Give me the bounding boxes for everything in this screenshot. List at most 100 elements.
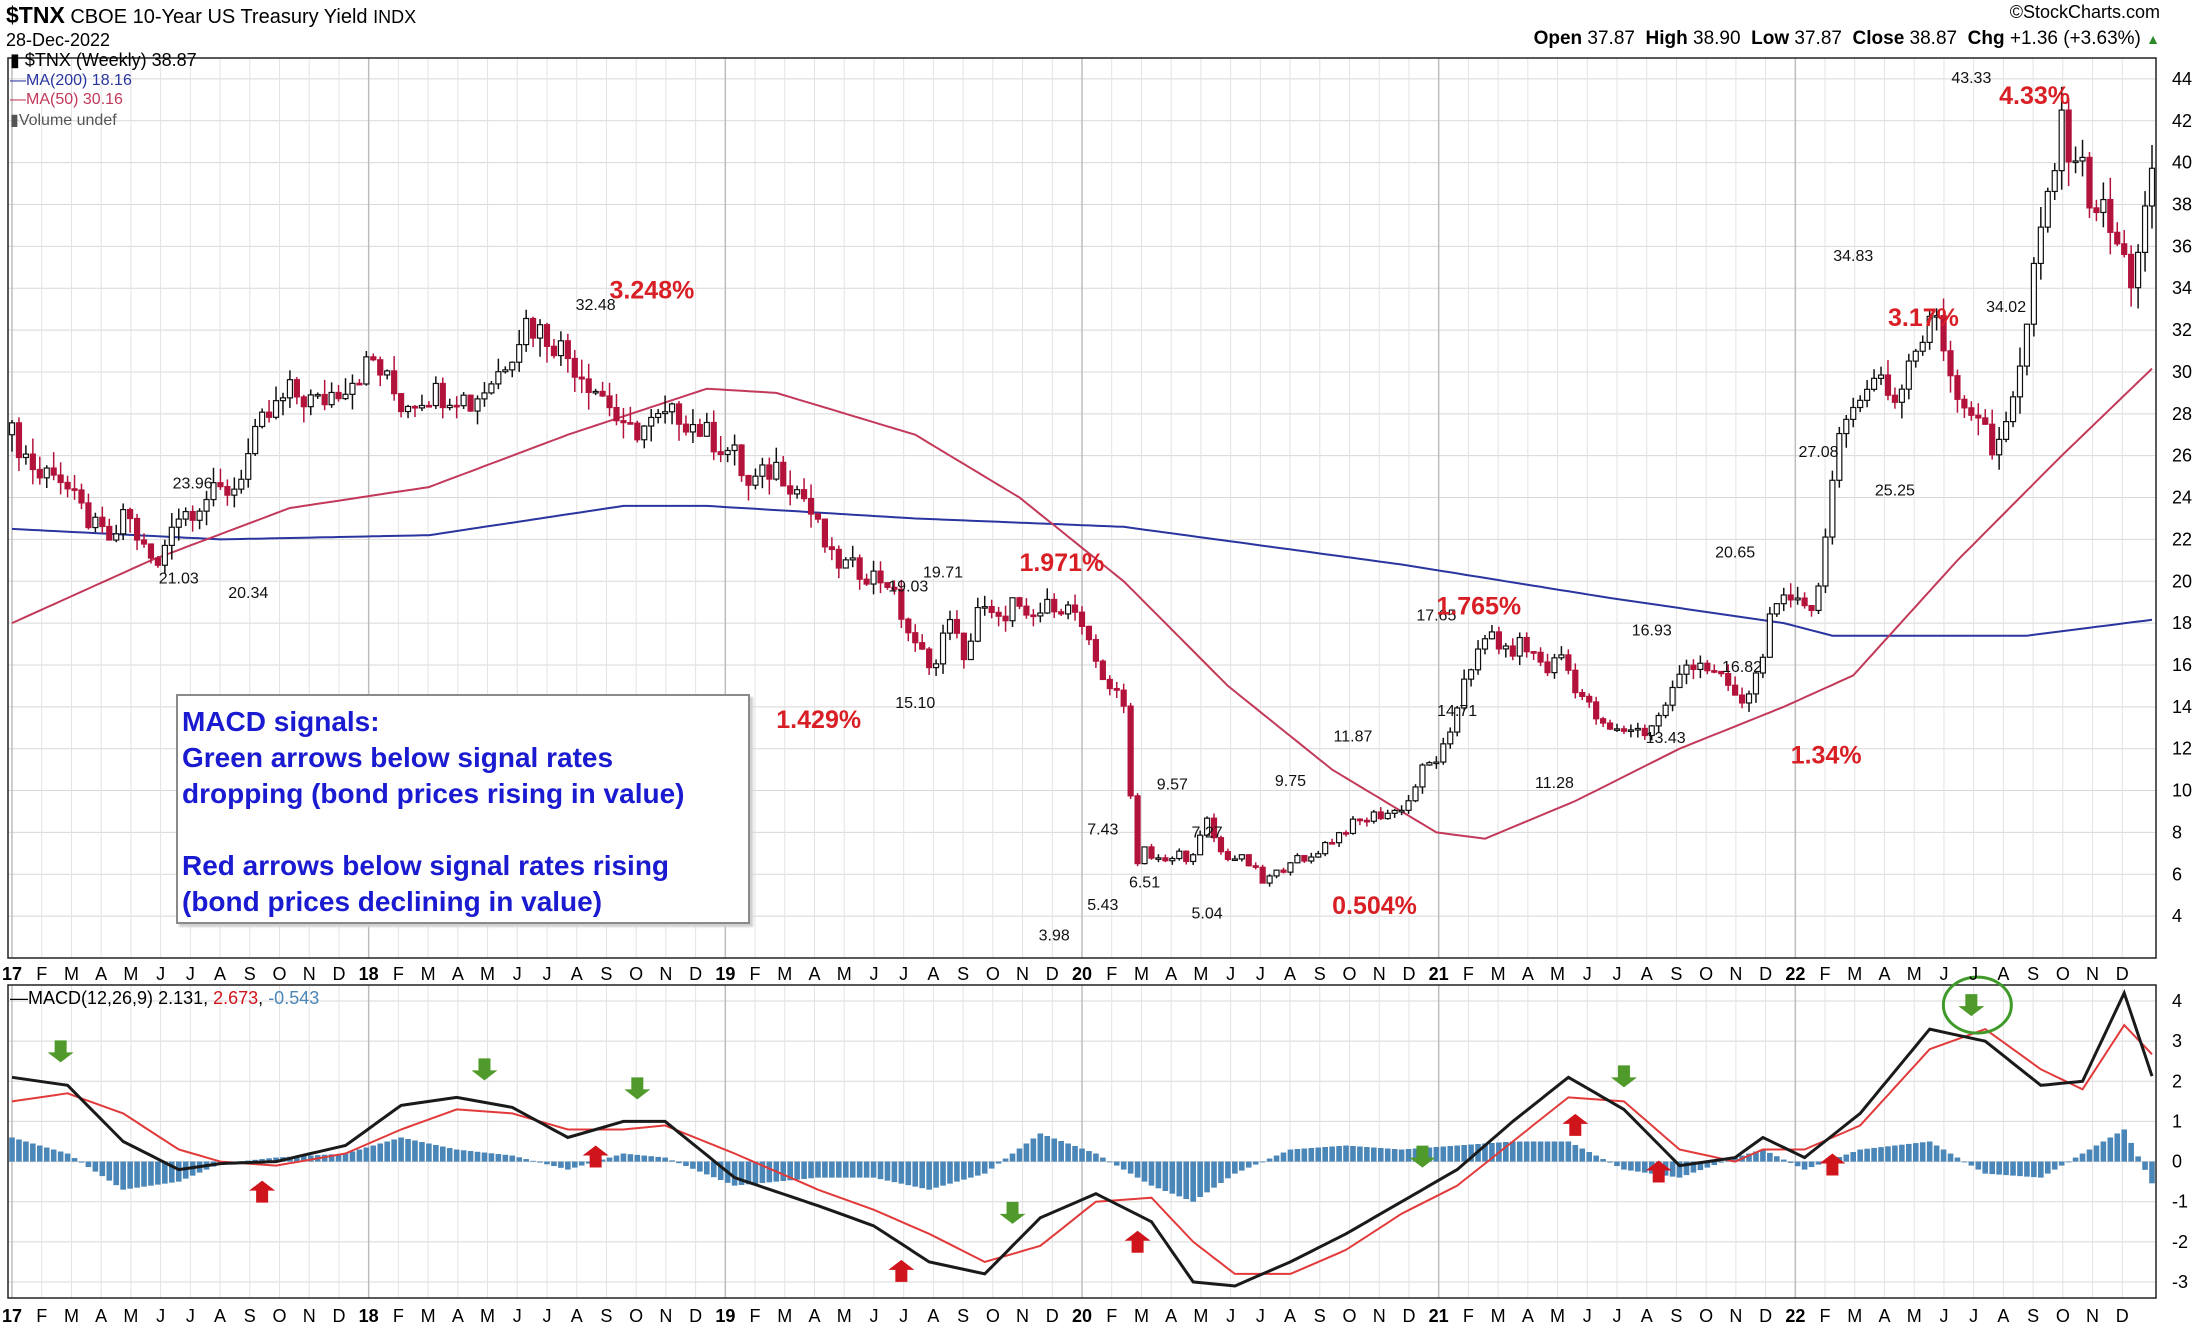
histogram-bar <box>1357 1146 1363 1162</box>
time-tick-label: O <box>1342 964 1356 984</box>
histogram-bar <box>1384 1148 1391 1162</box>
candle-body <box>2044 190 2051 228</box>
time-tick-label: 20 <box>1072 964 1092 984</box>
price-tick-label: 14 <box>2172 697 2192 717</box>
green-arrow-icon <box>47 1040 74 1063</box>
histogram-bar <box>1440 1146 1447 1162</box>
histogram-bar <box>36 1145 43 1162</box>
price-label: 23.96 <box>173 475 213 492</box>
histogram-bar <box>537 1161 543 1163</box>
yield-annotation: 1.34% <box>1791 741 1862 769</box>
price-label: 19.71 <box>923 564 963 581</box>
candle-body <box>175 518 182 528</box>
candle-body <box>1586 695 1593 703</box>
macd-tick-label: 1 <box>2172 1111 2182 1131</box>
candle-body <box>2058 109 2065 172</box>
macd-tick-label: 3 <box>2172 1031 2182 1051</box>
candle-body <box>648 416 655 427</box>
candle-body <box>863 578 870 585</box>
histogram-bar <box>1155 1161 1162 1189</box>
price-tick-label: 28 <box>2172 404 2192 424</box>
price-label: 13.43 <box>1646 730 1686 747</box>
time-tick-label-bottom: N <box>303 1306 316 1326</box>
candle-body <box>960 632 967 661</box>
histogram-bar <box>1398 1149 1405 1162</box>
candle-body <box>425 404 432 408</box>
histogram-bar <box>328 1154 335 1162</box>
candle-body <box>474 398 481 412</box>
histogram-bar <box>947 1161 953 1184</box>
green-arrow-icon <box>1958 994 1985 1017</box>
histogram-bar <box>940 1161 946 1186</box>
signal-circle <box>1941 975 2013 1035</box>
time-tick-label-bottom: N <box>1729 1306 1742 1326</box>
histogram-bar <box>1509 1141 1516 1162</box>
time-tick-label: A <box>808 964 820 984</box>
candle-body <box>335 391 342 400</box>
histogram-bar <box>1065 1143 1071 1162</box>
candle-body <box>1231 858 1238 862</box>
candle-body <box>1565 654 1572 671</box>
histogram-bar <box>578 1161 585 1166</box>
candle-body <box>1857 399 1864 409</box>
time-tick-label-bottom: M <box>1550 1306 1565 1326</box>
histogram-bar <box>801 1161 807 1179</box>
time-tick-label: M <box>1847 964 1862 984</box>
candle-body <box>953 618 961 634</box>
histogram-bar <box>884 1161 891 1181</box>
candle-body <box>814 513 822 520</box>
time-tick-label: A <box>95 964 107 984</box>
macd-value: 2.131 <box>158 988 204 1008</box>
histogram-bar <box>127 1161 133 1189</box>
candle-body <box>120 509 127 535</box>
price-tick-label: 34 <box>2172 278 2192 298</box>
histogram-bar <box>759 1161 766 1183</box>
histogram-bar <box>1273 1155 1280 1162</box>
histogram-bar <box>1940 1149 1947 1162</box>
histogram-bar <box>1461 1145 1467 1162</box>
histogram-bar <box>1190 1161 1196 1202</box>
histogram-bar <box>2142 1161 2148 1170</box>
candle-body <box>147 543 155 559</box>
histogram-bar <box>1982 1161 1989 1174</box>
histogram-bar <box>1218 1161 1224 1183</box>
green-arrow-icon <box>471 1058 498 1081</box>
candle-body <box>2072 160 2079 164</box>
candle-body <box>71 488 78 491</box>
candle-body <box>550 345 558 357</box>
candle-body <box>15 422 23 459</box>
grid-lines <box>8 58 2156 1298</box>
price-tick-label: 22 <box>2172 529 2192 549</box>
candle-body <box>92 516 99 529</box>
candle-body <box>1732 684 1739 696</box>
candle-body <box>1308 856 1315 862</box>
time-tick-label: A <box>1165 964 1177 984</box>
histogram-bar <box>1593 1155 1599 1162</box>
time-tick-label-bottom: N <box>2086 1306 2099 1326</box>
candle-body <box>1488 631 1496 640</box>
candle-body <box>1975 414 1982 419</box>
macd-tick-label: 0 <box>2172 1152 2182 1172</box>
candle-body <box>2009 396 2017 423</box>
histogram-bar <box>842 1161 849 1178</box>
candle-body <box>1085 625 1093 641</box>
candle-body <box>1870 377 1878 390</box>
candle-body <box>272 400 280 418</box>
histogram-bar <box>1871 1147 1877 1162</box>
candle-body <box>106 525 113 541</box>
time-tick-label-bottom: 20 <box>1072 1306 1092 1326</box>
time-tick-label-bottom: M <box>1193 1306 1208 1326</box>
candle-body <box>620 420 627 424</box>
red-arrow-icon <box>249 1180 276 1203</box>
time-tick-label: N <box>303 964 316 984</box>
histogram-bar <box>377 1143 384 1162</box>
time-tick-label-bottom: F <box>1463 1306 1474 1326</box>
time-tick-label: D <box>1759 964 1772 984</box>
candle-body <box>675 403 683 425</box>
candle-body <box>724 449 731 456</box>
callout-line-5: (bond prices declining in value) <box>182 886 603 917</box>
candle-body <box>1697 662 1704 671</box>
histogram-bar <box>1683 1161 1690 1176</box>
time-tick-label-bottom: D <box>1759 1306 1772 1326</box>
